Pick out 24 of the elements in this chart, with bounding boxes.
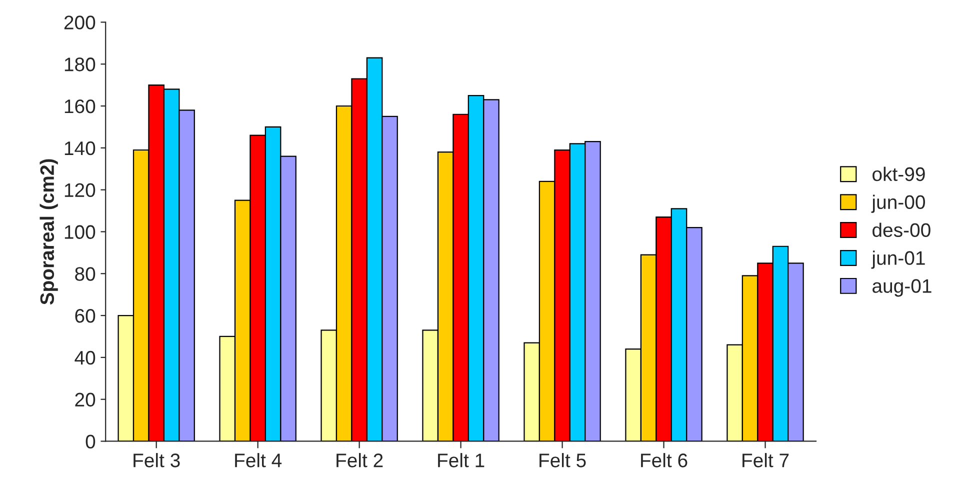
legend-label: jun-01: [871, 250, 925, 269]
x-tick-label: Felt 6: [641, 453, 688, 468]
y-tick-label: 20: [75, 392, 96, 407]
y-tick-label: 60: [75, 308, 96, 323]
y-tick-label: 120: [64, 183, 96, 198]
y-tick-label: 100: [64, 225, 96, 239]
y-tick-label: 0: [86, 434, 96, 448]
x-tick-label: Felt 3: [134, 453, 180, 468]
y-tick-label: 80: [75, 267, 96, 281]
legend-label: okt-99: [872, 166, 925, 182]
legend-label: des-00: [872, 222, 930, 237]
y-tick-label: 160: [64, 99, 96, 114]
y-tick-label: 200: [64, 16, 96, 30]
x-tick-label: Felt 7: [742, 453, 789, 468]
x-tick-label: Felt 5: [540, 453, 586, 468]
y-tick-label: 40: [74, 350, 96, 365]
y-tick-label: 180: [64, 58, 96, 72]
legend-label: jun-00: [871, 194, 926, 213]
y-axis-title: Sporareal (cm2): [40, 159, 58, 305]
x-tick-label: Felt 2: [336, 453, 383, 468]
x-tick-label: Felt 4: [235, 453, 282, 468]
legend-label: aug-01: [872, 279, 932, 297]
x-tick-label: Felt 1: [438, 453, 484, 468]
y-tick-label: 140: [64, 141, 96, 156]
